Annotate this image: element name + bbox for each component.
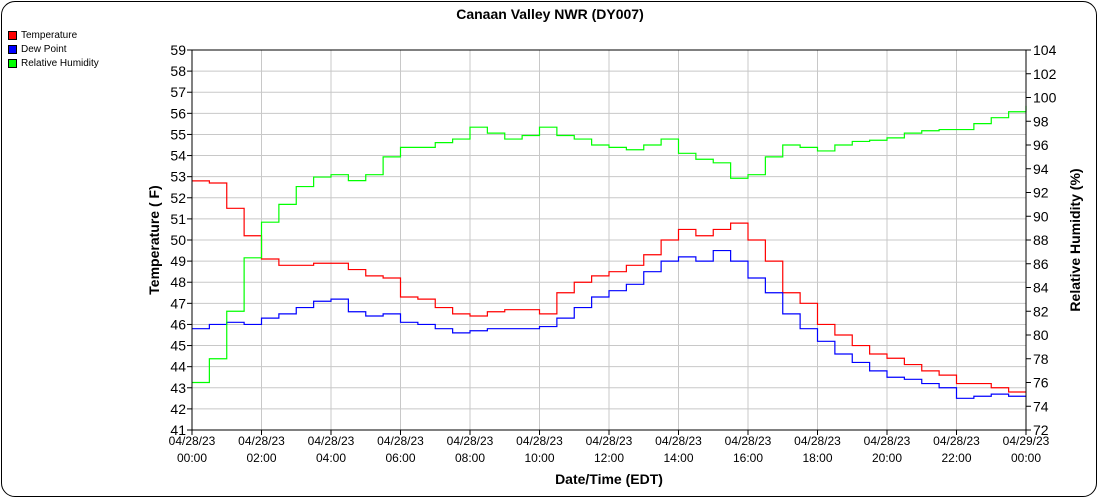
series-line-relative-humidity (192, 105, 1027, 384)
y-tick-label: 53 (170, 169, 186, 185)
y2-tick-label: 104 (1033, 42, 1057, 58)
x-tick-label-time: 00:00 (177, 451, 207, 465)
legend-label: Dew Point (21, 43, 67, 55)
x-tick-label-date: 04/28/23 (794, 434, 841, 448)
x-tick-label-time: 20:00 (872, 451, 902, 465)
y-tick-label: 49 (170, 253, 186, 269)
y2-tick-label: 94 (1033, 161, 1049, 177)
y2-tick-label: 96 (1033, 137, 1049, 153)
y2-tick-label: 98 (1033, 113, 1049, 129)
x-tick-label-date: 04/28/23 (169, 434, 216, 448)
y2-tick-label: 84 (1033, 280, 1049, 296)
x-tick-label-time: 00:00 (1011, 451, 1041, 465)
y-tick-label: 47 (170, 295, 186, 311)
y2-tick-label: 90 (1033, 208, 1049, 224)
y-tick-label: 56 (170, 105, 186, 121)
y-tick-label: 59 (170, 42, 186, 58)
y2-tick-label: 86 (1033, 256, 1049, 272)
y-tick-label: 50 (170, 232, 186, 248)
y2-tick-label: 74 (1033, 398, 1049, 414)
x-tick-label-date: 04/28/23 (933, 434, 980, 448)
y-tick-label: 52 (170, 190, 186, 206)
x-tick-label-time: 08:00 (455, 451, 485, 465)
x-tick-label-date: 04/28/23 (447, 434, 494, 448)
x-tick-label-date: 04/28/23 (864, 434, 911, 448)
y2-tick-label: 88 (1033, 232, 1049, 248)
x-axis-label: Date/Time (EDT) (555, 471, 663, 487)
x-tick-label-date: 04/28/23 (238, 434, 285, 448)
y2-axis-label: Relative Humidity (%) (1067, 168, 1083, 311)
x-tick-label-time: 12:00 (594, 451, 624, 465)
x-tick-label-date: 04/28/23 (377, 434, 424, 448)
y-tick-label: 54 (170, 148, 186, 164)
y2-tick-label: 72 (1033, 422, 1049, 438)
y2-tick-label: 78 (1033, 351, 1049, 367)
legend-swatch (8, 58, 17, 68)
legend: Temperature Dew Point Relative Humidity (8, 28, 99, 70)
y-axis-label: Temperature ( F) (146, 185, 162, 294)
x-tick-label-time: 04:00 (316, 451, 346, 465)
legend-item-relative-humidity: Relative Humidity (8, 56, 99, 70)
y-tick-label: 48 (170, 274, 186, 290)
y-tick-label: 45 (170, 338, 186, 354)
y-tick-label: 44 (170, 359, 186, 375)
x-tick-label-date: 04/28/23 (586, 434, 633, 448)
y-tick-label: 58 (170, 63, 186, 79)
y2-tick-label: 76 (1033, 375, 1049, 391)
legend-label: Temperature (21, 29, 78, 41)
x-tick-label-time: 10:00 (524, 451, 554, 465)
x-tick-label-time: 02:00 (246, 451, 276, 465)
legend-item-dew-point: Dew Point (8, 42, 99, 56)
y2-tick-label: 82 (1033, 303, 1049, 319)
y2-tick-label: 102 (1033, 66, 1057, 82)
legend-item-temperature: Temperature (8, 28, 99, 42)
legend-swatch (8, 30, 17, 40)
x-tick-label-date: 04/29/23 (1003, 434, 1050, 448)
series-line-dew-point (192, 249, 1026, 399)
y2-tick-label: 80 (1033, 327, 1049, 343)
y-tick-label: 55 (170, 126, 186, 142)
y-tick-label: 42 (170, 401, 186, 417)
y-tick-label: 51 (170, 211, 186, 227)
x-tick-label-date: 04/28/23 (655, 434, 702, 448)
x-tick-label-date: 04/28/23 (516, 434, 563, 448)
y2-tick-label: 100 (1033, 90, 1057, 106)
x-tick-label-time: 14:00 (663, 451, 693, 465)
y-tick-label: 57 (170, 84, 186, 100)
series-line-temperature (192, 180, 1026, 393)
x-tick-label-date: 04/28/23 (308, 434, 355, 448)
y2-tick-label: 92 (1033, 185, 1049, 201)
x-tick-label-time: 18:00 (802, 451, 832, 465)
legend-label: Relative Humidity (21, 57, 99, 69)
x-tick-label-time: 16:00 (733, 451, 763, 465)
x-tick-label-time: 06:00 (385, 451, 415, 465)
y-tick-label: 43 (170, 380, 186, 396)
x-tick-label-time: 22:00 (941, 451, 971, 465)
legend-swatch (8, 44, 17, 54)
y-tick-label: 46 (170, 316, 186, 332)
x-tick-label-date: 04/28/23 (725, 434, 772, 448)
y-tick-label: 41 (170, 422, 186, 438)
chart-title: Canaan Valley NWR (DY007) (456, 6, 644, 22)
